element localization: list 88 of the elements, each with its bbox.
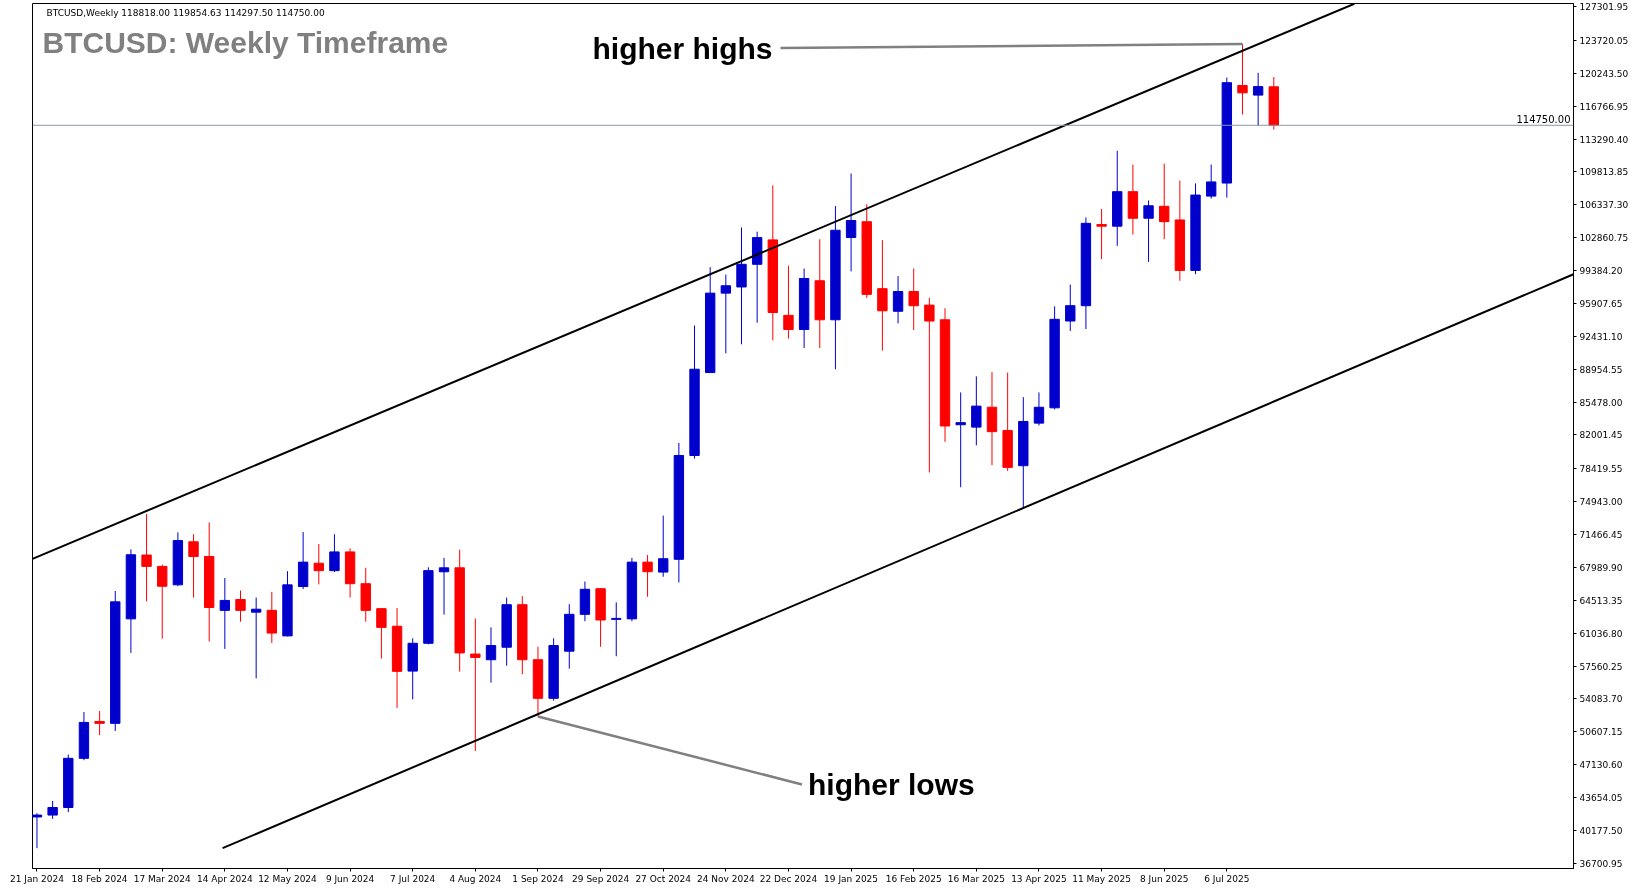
candlestick [642, 554, 653, 598]
candlestick [845, 173, 857, 272]
chart-subtitle: BTCUSD,Weekly 118818.00 119854.63 114297.50 114750.00 [46, 7, 325, 18]
y-tick-label: 43654.05 [1579, 793, 1623, 804]
candlestick [955, 391, 966, 488]
candlestick [892, 275, 904, 324]
x-tick-label: 13 Apr 2025 [1011, 873, 1067, 884]
candlestick [1205, 164, 1217, 200]
x-tick-label: 18 Feb 2024 [71, 873, 128, 884]
candlestick [313, 543, 324, 585]
y-tick-label: 40177.50 [1579, 825, 1623, 836]
candlestick [188, 533, 199, 599]
candlestick [438, 557, 450, 616]
candlestick [94, 710, 105, 736]
candlestick [235, 590, 246, 623]
x-tick-label: 7 Jul 2024 [390, 873, 436, 884]
x-tick-label: 19 Jan 2025 [824, 873, 879, 884]
y-tick-label: 102860.75 [1579, 233, 1629, 244]
y-tick-label: 67989.90 [1579, 562, 1623, 573]
x-tick-label: 14 Apr 2024 [197, 873, 253, 884]
y-tick-label: 123720.05 [1579, 35, 1629, 46]
candlestick [485, 626, 497, 684]
y-tick-label: 36700.95 [1579, 858, 1623, 869]
candlestick [1237, 43, 1248, 115]
x-tick-label: 17 Mar 2024 [133, 873, 192, 884]
candlestick [1143, 199, 1154, 263]
x-tick-label: 6 Jul 2025 [1204, 873, 1250, 884]
y-tick-label: 57560.25 [1579, 661, 1623, 672]
x-tick-label: 16 Mar 2025 [947, 873, 1005, 884]
candlestick [1065, 284, 1076, 332]
annotation: higher lows [807, 767, 975, 801]
candlestick [376, 607, 387, 660]
x-tick-label: 4 Aug 2024 [449, 873, 502, 884]
y-tick-label: 71466.45 [1579, 530, 1623, 541]
y-tick-label: 47130.60 [1579, 760, 1623, 771]
y-tick-label: 106337.30 [1579, 200, 1629, 211]
candlestick [1096, 208, 1107, 260]
candlestick [1252, 72, 1264, 127]
y-tick-label: 74943.00 [1579, 497, 1623, 508]
y-tick-label: 127301.95 [1579, 2, 1629, 13]
annotation: higher highs [592, 31, 773, 65]
x-tick-label: 11 May 2025 [1072, 873, 1131, 884]
y-tick-label: 95907.65 [1579, 298, 1623, 309]
x-tick-label: 1 Sep 2024 [512, 873, 564, 884]
candlestick [141, 513, 152, 602]
y-tick-label: 113290.40 [1579, 134, 1629, 145]
candlestick [924, 297, 935, 473]
candlestick [658, 515, 669, 578]
y-tick-label: 50607.15 [1579, 727, 1623, 738]
candlestick [877, 239, 888, 352]
candlestick [157, 564, 168, 640]
y-tick-label: 61036.80 [1579, 628, 1623, 639]
candlestick [720, 274, 732, 354]
x-tick-label: 12 May 2024 [258, 873, 318, 884]
candlestick [329, 533, 340, 573]
y-tick-label: 120243.50 [1579, 68, 1629, 79]
x-tick-label: 24 Nov 2024 [697, 873, 755, 884]
candlestick [266, 591, 278, 644]
ref-line-label: 114750.00 [1516, 114, 1571, 126]
candlestick [470, 617, 481, 752]
candlestick [1033, 391, 1045, 426]
y-tick-label: 109813.85 [1579, 167, 1629, 178]
candlestick [611, 601, 622, 657]
x-tick-label: 22 Dec 2024 [759, 873, 818, 884]
x-tick-label: 27 Oct 2024 [635, 873, 692, 884]
candlestick [908, 268, 919, 331]
candlestick [783, 265, 794, 340]
candlestick [736, 226, 747, 345]
x-tick-label: 29 Sep 2024 [572, 873, 630, 884]
x-tick-label: 21 Jan 2024 [10, 873, 65, 884]
x-tick-label: 9 Jun 2024 [325, 873, 375, 884]
y-tick-label: 64513.35 [1579, 595, 1623, 606]
y-tick-label: 116766.95 [1579, 101, 1629, 112]
candlestick [32, 812, 43, 849]
x-tick-label: 16 Feb 2025 [885, 873, 942, 884]
candlestick [971, 375, 982, 446]
candlestick [219, 577, 231, 650]
candlestick [1159, 163, 1170, 240]
y-tick-label: 54083.70 [1579, 694, 1623, 705]
y-tick-label: 85478.00 [1579, 397, 1623, 408]
candlestick [250, 597, 262, 679]
y-tick-label: 82001.45 [1579, 430, 1623, 441]
y-tick-label: 88954.55 [1579, 364, 1623, 375]
text: BTCUSD: Weekly Timeframe [42, 25, 449, 59]
y-tick-label: 99384.20 [1579, 266, 1623, 277]
x-tick-label: 8 Jun 2025 [1140, 873, 1189, 884]
y-tick-label: 92431.10 [1579, 331, 1623, 342]
y-tick-label: 78419.55 [1579, 464, 1623, 475]
